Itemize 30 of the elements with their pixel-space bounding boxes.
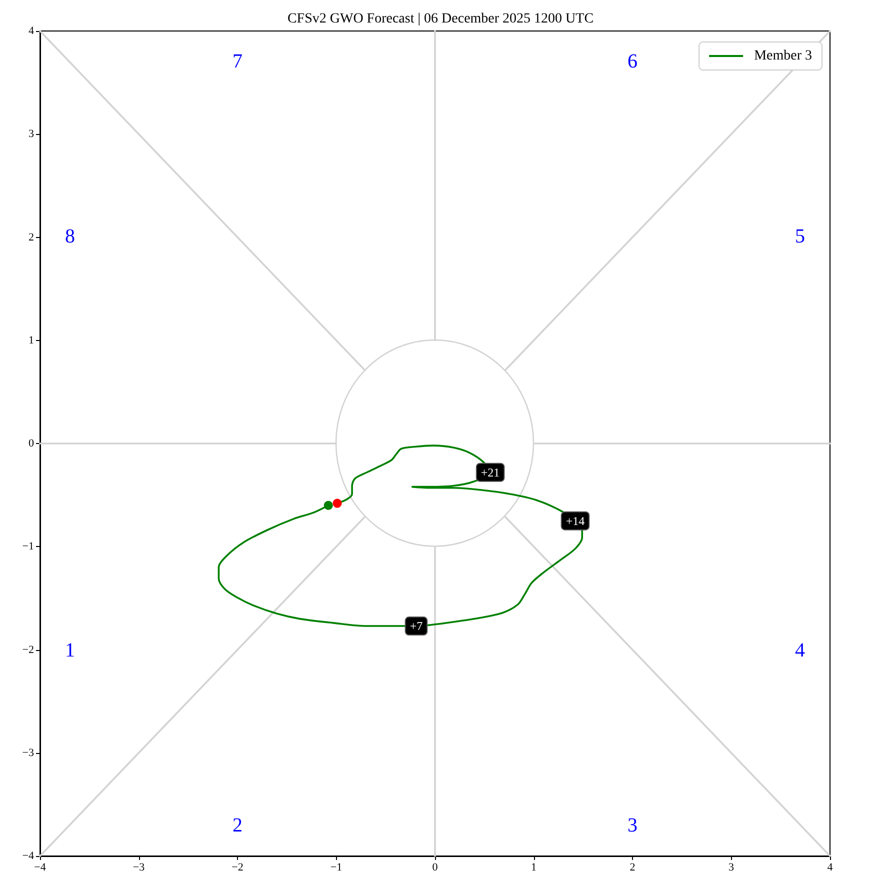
x-tick-label: 3: [728, 862, 734, 874]
y-tick-label: −3: [22, 746, 34, 759]
annotation: +7: [410, 619, 423, 634]
x-tick-label: 2: [630, 862, 636, 874]
x-tick-label: 1: [531, 862, 536, 874]
annotation: 3: [628, 814, 638, 836]
annotation: 1: [65, 640, 76, 662]
y-tick-label: −1: [22, 540, 34, 553]
y-tick-label: 2: [28, 231, 34, 244]
annotation: 5: [794, 225, 805, 248]
annotation: 8: [65, 225, 76, 248]
y-tick-label: 0: [28, 438, 34, 450]
legend-label: Member 3: [754, 48, 812, 64]
y-tick-label: 4: [28, 25, 34, 37]
annotation: 4: [794, 640, 805, 662]
y-tick-label: 3: [28, 128, 34, 140]
y-tick-label: −2: [22, 644, 34, 656]
x-tick-label: 0: [432, 862, 438, 874]
x-tick-label: 4: [827, 862, 834, 874]
point: [332, 498, 342, 508]
annotation: 6: [628, 50, 638, 73]
x-tick-label: −1: [330, 862, 342, 874]
y-tick-label: −4: [22, 850, 34, 862]
annotation: 7: [232, 50, 242, 73]
x-tick-label: −3: [132, 862, 146, 874]
point: [324, 500, 333, 510]
x-tick-label: −2: [232, 862, 244, 874]
chart-title: CFSv2 GWO Forecast | 06 December 2025 1200 UTC: [287, 12, 594, 26]
annotation: 2: [232, 814, 242, 836]
y-tick-label: 1: [28, 334, 34, 346]
